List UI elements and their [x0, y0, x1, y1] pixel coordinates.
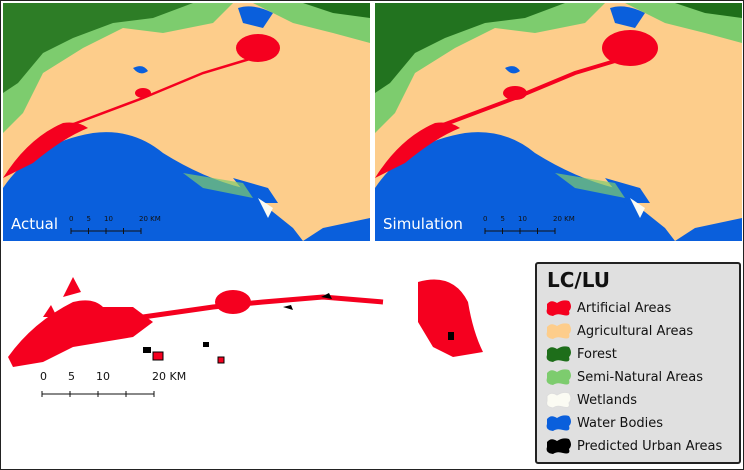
legend: LC/LU Artificial Areas Agricultural Areas…	[535, 262, 741, 464]
scale-tick-label: 5	[500, 215, 505, 223]
scale-tick-label: 0	[483, 215, 488, 223]
legend-item: Predicted Urban Areas	[545, 436, 722, 456]
scale-tick-label: 20 KM	[553, 215, 575, 223]
legend-item: Water Bodies	[545, 413, 663, 433]
actual-map: Actual 0 5 10 20 KM	[3, 3, 370, 241]
legend-label: Forest	[577, 346, 617, 362]
legend-title: LC/LU	[547, 268, 610, 292]
legend-label: Wetlands	[577, 392, 638, 408]
legend-label: Water Bodies	[577, 415, 664, 431]
legend-item: Forest	[545, 344, 617, 364]
legend-swatch-icon	[546, 369, 571, 385]
map-label-actual: Actual	[11, 215, 58, 233]
legend-swatch-icon	[546, 415, 571, 431]
scale-tick-label: 20 KM	[152, 370, 187, 383]
legend-swatch-icon	[546, 346, 571, 362]
legend-item: Artificial Areas	[545, 298, 671, 318]
scale-tick-label: 10	[96, 370, 110, 383]
legend-swatch-icon	[546, 391, 572, 409]
scale-tick-label: 0	[40, 370, 47, 383]
legend-swatch-icon	[546, 438, 571, 454]
scale-tick-label: 20 KM	[139, 215, 161, 223]
scale-tick-label: 0	[69, 215, 74, 223]
simulation-map: Simulation 0 5 10 20 KM	[375, 3, 742, 241]
scale-tick-label: 5	[86, 215, 91, 223]
predicted-urban-map	[3, 262, 531, 402]
scale-tick-label: 10	[104, 215, 113, 223]
legend-swatch-icon	[546, 323, 571, 339]
legend-item: Wetlands	[545, 390, 637, 410]
legend-item: Semi-Natural Areas	[545, 367, 703, 387]
legend-label: Agricultural Areas	[577, 323, 694, 339]
scale-tick-label: 5	[68, 370, 75, 383]
map-label-simulation: Simulation	[383, 215, 463, 233]
legend-label: Predicted Urban Areas	[577, 438, 723, 454]
legend-label: Artificial Areas	[577, 300, 672, 316]
legend-label: Semi-Natural Areas	[577, 369, 703, 385]
legend-swatch-icon	[546, 300, 571, 316]
legend-item: Agricultural Areas	[545, 321, 693, 341]
scale-tick-label: 10	[518, 215, 527, 223]
